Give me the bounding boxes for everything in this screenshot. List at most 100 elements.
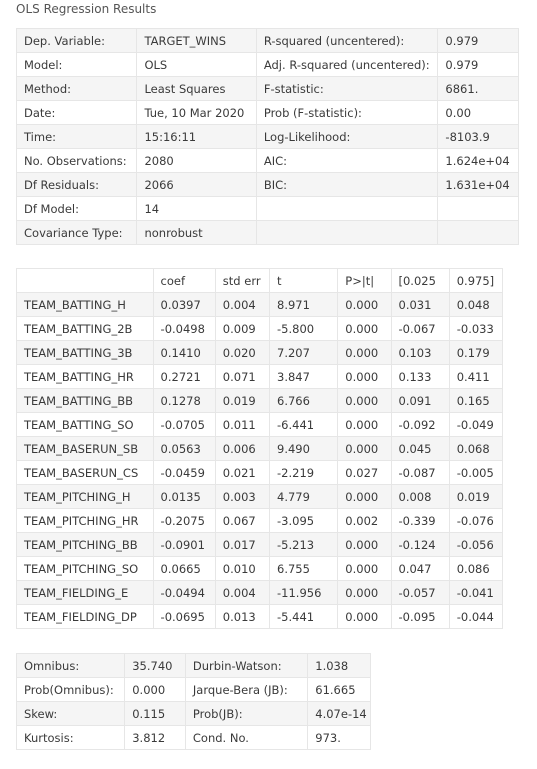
stat-value: 0.000 (124, 677, 186, 702)
stat-value (437, 196, 519, 221)
table-row: TEAM_FIELDING_E -0.0494 0.004 -11.956 0.000-… (16, 580, 504, 605)
stat-label: Prob (F-statistic): (255, 100, 439, 125)
stat-label: AIC: (255, 148, 439, 173)
stat-value: 973. (307, 725, 371, 750)
coef-value: 0.0135 (152, 484, 216, 509)
table-row: TEAM_BATTING_HR 0.2721 0.071 3.847 0.000 0.13… (16, 364, 504, 389)
coef-value: 0.0665 (152, 556, 216, 581)
coef-value: 0.006 (214, 436, 271, 461)
coef-value: 0.1278 (152, 388, 216, 413)
diagnostics-row: Omnibus: 35.740 Durbin-Watson: 1.038 (15, 653, 371, 678)
coef-value: 0.000 (337, 412, 392, 437)
coef-value: 0.000 (337, 316, 392, 341)
stat-label: Covariance Type: (15, 220, 138, 245)
coef-value: -0.056 (448, 532, 504, 557)
stat-value: 4.07e-14 (307, 701, 371, 726)
coef-value: 0.067 (214, 508, 271, 533)
table-row: TEAM_FIELDING_DP -0.0695 0.013 -5.441 0.000-… (16, 604, 504, 629)
stat-value: 0.00 (437, 100, 519, 125)
stat-value (437, 220, 519, 245)
coef-value: 0.000 (337, 436, 392, 461)
table-row: TEAM_BASERUN_CS -0.0459 0.021 -2.219 0.027 -0… (16, 460, 504, 485)
variable-name: TEAM_BATTING_3B (16, 340, 154, 365)
diagnostics-row: Skew: 0.115 Prob(JB): 4.07e-14 (15, 701, 371, 726)
summary-row: Method: Least Squares F-statistic: 6861. (15, 76, 519, 101)
coef-value: 0.000 (337, 604, 392, 629)
coef-value: 0.091 (390, 388, 450, 413)
coef-value: 0.010 (214, 556, 271, 581)
summary-row: Df Model: 14 (15, 196, 519, 221)
coef-value: 0.027 (337, 460, 392, 485)
coef-value: 0.008 (390, 484, 450, 509)
table-row: TEAM_BASERUN_SB 0.0563 0.006 9.490 0.000 0.04… (16, 436, 504, 461)
coef-value: 0.004 (214, 580, 271, 605)
stat-value: 61.665 (307, 677, 371, 702)
coef-value: -6.441 (269, 412, 339, 437)
stat-value: 0.979 (437, 52, 519, 77)
stat-label: Prob(Omnibus): (15, 677, 126, 702)
table-row: TEAM_PITCHING_H 0.0135 0.003 4.779 0.000 0.00… (16, 484, 504, 509)
coef-value: -0.044 (448, 604, 504, 629)
coef-value: -2.219 (269, 460, 339, 485)
coef-value: 0.000 (337, 364, 392, 389)
table-row: TEAM_BATTING_3B 0.1410 0.020 7.207 0.000 0.10… (16, 340, 504, 365)
diagnostics-row: Kurtosis: 3.812 Cond. No. 973. (15, 725, 371, 750)
coef-value: 0.009 (214, 316, 271, 341)
stat-value: 1.624e+04 (437, 148, 519, 173)
coef-value: 9.490 (269, 436, 339, 461)
coef-value: -5.441 (269, 604, 339, 629)
column-header: P>|t| (337, 268, 392, 293)
coef-value: -0.0695 (152, 604, 216, 629)
column-header: coef (152, 268, 216, 293)
results-caption: OLS Regression Results (16, 2, 157, 16)
coef-value: 0.031 (390, 292, 450, 317)
stat-label: F-statistic: (255, 76, 439, 101)
coef-value: 0.002 (337, 508, 392, 533)
stat-value: 3.812 (124, 725, 186, 750)
coef-value: 0.133 (390, 364, 450, 389)
table-row: TEAM_PITCHING_BB -0.0901 0.017 -5.213 0.000-… (16, 532, 504, 557)
coef-value: -0.092 (390, 412, 450, 437)
coef-value: -5.800 (269, 316, 339, 341)
coef-value: 0.048 (448, 292, 504, 317)
column-header (16, 268, 154, 293)
coef-value: 0.045 (390, 436, 450, 461)
coef-value: 0.000 (337, 340, 392, 365)
table-row: TEAM_BATTING_BB 0.1278 0.019 6.766 0.000 0.09… (16, 388, 504, 413)
table-row: TEAM_BATTING_2B -0.0498 0.009 -5.800 0.000 -0… (16, 316, 504, 341)
stat-value: Least Squares (136, 76, 257, 101)
coef-value: -0.0498 (152, 316, 216, 341)
stat-label: Jarque-Bera (JB): (184, 677, 309, 702)
variable-name: TEAM_BASERUN_CS (16, 460, 154, 485)
coef-value: -0.049 (448, 412, 504, 437)
coef-value: 0.165 (448, 388, 504, 413)
summary-row: No. Observations: 2080 AIC: 1.624e+04 (15, 148, 519, 173)
variable-name: TEAM_BASERUN_SB (16, 436, 154, 461)
table-row: TEAM_PITCHING_SO 0.0665 0.010 6.755 0.000 0.0… (16, 556, 504, 581)
stat-label: No. Observations: (15, 148, 138, 173)
coef-value: 0.411 (448, 364, 504, 389)
coef-value: 6.766 (269, 388, 339, 413)
variable-name: TEAM_FIELDING_E (16, 580, 154, 605)
coef-value: -0.041 (448, 580, 504, 605)
diagnostics-row: Prob(Omnibus): 0.000 Jarque-Bera (JB): 61.6… (15, 677, 371, 702)
column-header: [0.025 (390, 268, 450, 293)
variable-name: TEAM_PITCHING_SO (16, 556, 154, 581)
coef-value: 4.779 (269, 484, 339, 509)
variable-name: TEAM_PITCHING_BB (16, 532, 154, 557)
coef-value: -0.0494 (152, 580, 216, 605)
stat-value: TARGET_WINS (136, 28, 257, 53)
coef-value: 0.179 (448, 340, 504, 365)
coef-value: 7.207 (269, 340, 339, 365)
stat-value: nonrobust (136, 220, 257, 245)
variable-name: TEAM_PITCHING_HR (16, 508, 154, 533)
stat-label: Df Residuals: (15, 172, 138, 197)
coef-value: 0.1410 (152, 340, 216, 365)
coef-value: -0.0901 (152, 532, 216, 557)
coef-value: 0.047 (390, 556, 450, 581)
stat-value: OLS (136, 52, 257, 77)
stat-value: Tue, 10 Mar 2020 (136, 100, 257, 125)
stat-label: Prob(JB): (184, 701, 309, 726)
coef-value: 0.068 (448, 436, 504, 461)
stat-value: 2080 (136, 148, 257, 173)
